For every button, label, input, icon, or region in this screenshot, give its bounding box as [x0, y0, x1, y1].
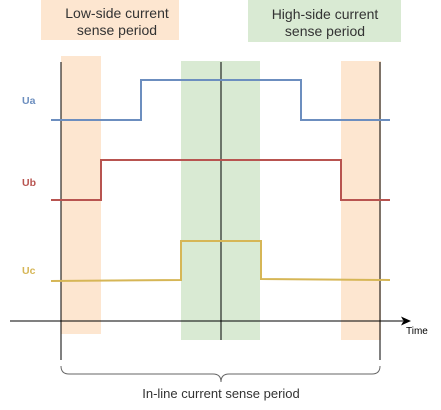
uc-waveform — [50, 240, 391, 282]
ub-waveform — [51, 159, 390, 201]
high-side-callout-line1: High-side current — [272, 6, 379, 22]
in-line-period-label: In-line current sense period — [142, 386, 300, 401]
ua-waveform — [51, 79, 390, 121]
uc-label: Uc — [22, 265, 36, 277]
time-axis-label: Time — [406, 326, 428, 337]
low-side-callout-box — [41, 0, 179, 40]
low-side-callout-line1: Low-side current — [65, 5, 169, 21]
high-side-callout-line2: sense period — [285, 23, 365, 39]
ub-label: Ub — [22, 177, 36, 189]
in-line-period-brace — [60, 365, 381, 383]
high-side-callout-box — [248, 0, 401, 42]
low-side-sense-band — [61, 56, 101, 334]
time-axis-arrowhead — [401, 316, 411, 326]
ua-label: Ua — [22, 95, 36, 107]
low-side-callout-line2: sense period — [77, 22, 157, 38]
